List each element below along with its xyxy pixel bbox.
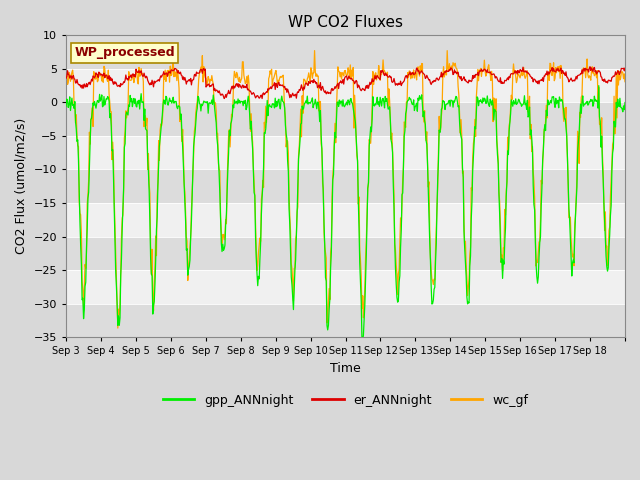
wc_gf	[129, 72, 136, 78]
Y-axis label: CO2 Flux (umol/m2/s): CO2 Flux (umol/m2/s)	[15, 118, 28, 254]
gpp_ANNnight	[435, 127, 443, 133]
wc_gf	[404, 74, 412, 80]
er_ANNnight	[435, 76, 443, 82]
wc_gf	[114, 325, 122, 331]
er_ANNnight	[621, 65, 629, 71]
gpp_ANNnight	[595, 83, 603, 88]
wc_gf	[311, 48, 319, 53]
gpp_ANNnight	[621, 100, 629, 106]
er_ANNnight	[128, 75, 136, 81]
Bar	[66, 303, 625, 337]
Line: er_ANNnight: er_ANNnight	[66, 67, 625, 98]
wc_gf	[280, 91, 288, 96]
er_ANNnight	[259, 96, 266, 101]
Legend: gpp_ANNnight, er_ANNnight, wc_gf: gpp_ANNnight, er_ANNnight, wc_gf	[158, 389, 533, 412]
gpp_ANNnight	[280, 99, 287, 105]
Bar	[66, 237, 625, 270]
gpp_ANNnight	[230, 97, 238, 103]
Text: WP_processed: WP_processed	[74, 47, 175, 60]
gpp_ANNnight	[359, 337, 367, 343]
Line: gpp_ANNnight: gpp_ANNnight	[66, 85, 625, 340]
wc_gf	[621, 79, 629, 84]
Bar	[66, 169, 625, 203]
gpp_ANNnight	[404, 97, 412, 103]
Bar	[66, 270, 625, 303]
Bar	[66, 102, 625, 136]
er_ANNnight	[404, 73, 412, 79]
gpp_ANNnight	[259, 194, 266, 200]
wc_gf	[259, 178, 267, 183]
er_ANNnight	[280, 84, 288, 90]
Title: WP CO2 Fluxes: WP CO2 Fluxes	[288, 15, 403, 30]
Line: wc_gf: wc_gf	[66, 50, 625, 328]
Bar	[66, 69, 625, 102]
Bar	[66, 36, 625, 69]
wc_gf	[231, 72, 239, 78]
Bar	[66, 136, 625, 169]
er_ANNnight	[586, 64, 594, 70]
wc_gf	[62, 78, 70, 84]
wc_gf	[436, 129, 444, 134]
gpp_ANNnight	[128, 96, 136, 101]
er_ANNnight	[230, 85, 238, 91]
Bar	[66, 203, 625, 237]
er_ANNnight	[259, 91, 267, 96]
er_ANNnight	[62, 75, 70, 81]
gpp_ANNnight	[62, 103, 70, 109]
X-axis label: Time: Time	[330, 362, 361, 375]
